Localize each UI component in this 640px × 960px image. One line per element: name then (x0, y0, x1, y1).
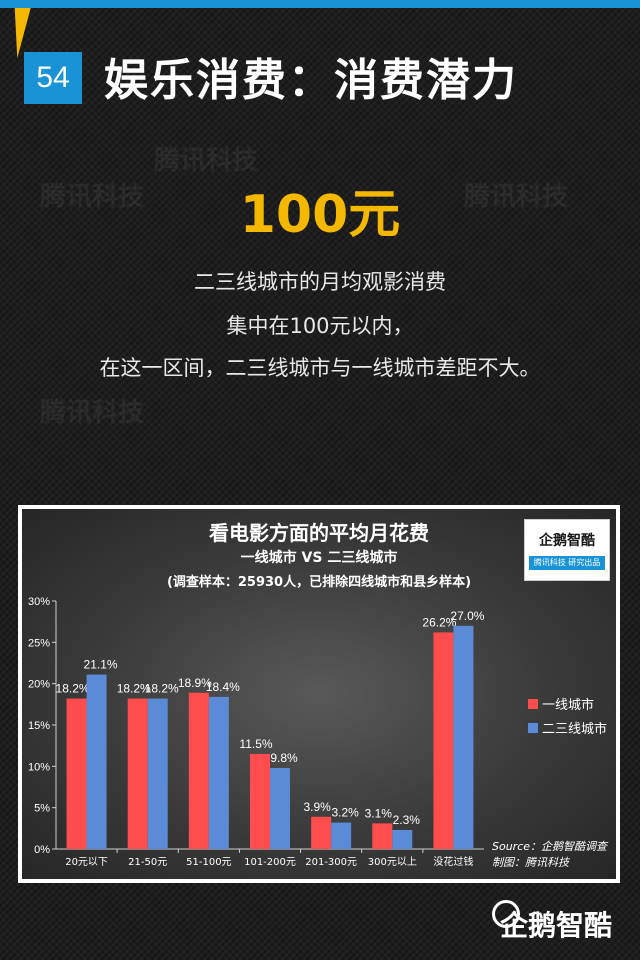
watermark: 腾讯科技 (40, 398, 145, 428)
bar (208, 696, 229, 849)
y-tick-label: 5% (34, 803, 50, 815)
data-label: 18.2% (56, 682, 90, 696)
credit-line: 制图：腾讯科技 (492, 856, 569, 869)
watermark: 腾讯科技 (154, 146, 259, 176)
chart-subtitle: 一线城市 VS 二三线城市 (240, 550, 398, 566)
chart-source: Source：企鹅智酷调查 制图：腾讯科技 (492, 839, 607, 871)
bar (127, 698, 148, 849)
description-line-3: 在这一区间，二三线城市与一线城市差距不大。 (99, 356, 541, 380)
watermark: 腾讯科技 (464, 182, 569, 212)
bar (66, 698, 87, 849)
bar-chart: 0%5%10%15%20%25%30%18.2%21.1%20元以下18.2%1… (28, 596, 607, 868)
description-line-2: 集中在100元以内， (226, 314, 414, 338)
data-label: 11.5% (239, 737, 272, 751)
data-label: 18.2% (117, 682, 151, 696)
data-label: 2.3% (393, 813, 421, 827)
description-line-1: 二三线城市的月均观影消费 (194, 270, 446, 294)
bar (453, 625, 474, 849)
bar (250, 753, 270, 849)
data-label: 18.9% (178, 676, 212, 690)
legend-swatch (528, 699, 538, 709)
bar (86, 674, 107, 849)
y-tick-label: 10% (28, 761, 50, 773)
y-tick-label: 15% (28, 720, 50, 732)
y-tick-label: 30% (28, 596, 50, 608)
y-tick-label: 25% (28, 637, 50, 649)
page-number-badge: 54 (24, 52, 82, 104)
x-tick-label: 51-100元 (186, 857, 231, 868)
legend-swatch (528, 723, 538, 733)
data-label: 3.1% (365, 806, 393, 820)
y-tick-label: 0% (34, 844, 50, 856)
bar (147, 698, 168, 849)
x-tick-label: 201-300元 (305, 857, 357, 868)
data-label: 9.8% (270, 751, 298, 765)
x-tick-label: 300元以上 (368, 856, 417, 868)
brand-logo-name: 企鹅智酷 (539, 533, 595, 549)
top-accent-bar (0, 0, 640, 8)
watermark: 腾讯科技 (40, 182, 145, 212)
brand-logo-sub: 腾讯科技 研究出品 (529, 556, 605, 570)
highlight-value: 100元 (239, 185, 401, 245)
data-label: 26.2% (422, 615, 456, 629)
chart-panel: 看电影方面的平均月花费 一线城市 VS 二三线城市 (调查样本：25930人，已… (18, 505, 620, 883)
legend-label: 二三线城市 (542, 721, 607, 737)
bar (270, 767, 290, 849)
bar (311, 816, 332, 849)
footer-logo: 企鹅智酷 (500, 909, 613, 942)
brand-logo: 企鹅智酷 腾讯科技 研究出品 (524, 519, 610, 581)
x-tick-label: 21-50元 (128, 857, 167, 868)
data-label: 21.1% (84, 658, 118, 672)
x-tick-label: 没花过钱 (433, 855, 473, 868)
chart-title: 看电影方面的平均月花费 (209, 521, 429, 545)
penguin-icon (492, 900, 520, 928)
bar (433, 632, 454, 849)
data-label: 18.2% (145, 682, 179, 696)
x-tick-label: 101-200元 (244, 857, 296, 868)
y-tick-label: 20% (28, 679, 50, 691)
chart-note: (调查样本：25930人，已排除四线城市和县乡样本) (166, 575, 472, 590)
yellow-accent-tab (1, 8, 31, 58)
bar (392, 829, 413, 849)
x-tick-label: 20元以下 (65, 857, 108, 868)
bar (372, 823, 393, 849)
chart-area: 看电影方面的平均月花费 一线城市 VS 二三线城市 (调查样本：25930人，已… (22, 509, 616, 879)
bar (331, 822, 352, 849)
bar (188, 692, 209, 849)
data-label: 3.9% (303, 800, 331, 814)
data-label: 3.2% (331, 806, 359, 820)
page-title: 娱乐消费：消费潜力 (104, 55, 518, 106)
legend-label: 一线城市 (542, 697, 594, 713)
source-line: Source：企鹅智酷调查 (492, 840, 608, 853)
data-label: 18.4% (206, 680, 240, 694)
data-label: 27.0% (450, 609, 484, 623)
